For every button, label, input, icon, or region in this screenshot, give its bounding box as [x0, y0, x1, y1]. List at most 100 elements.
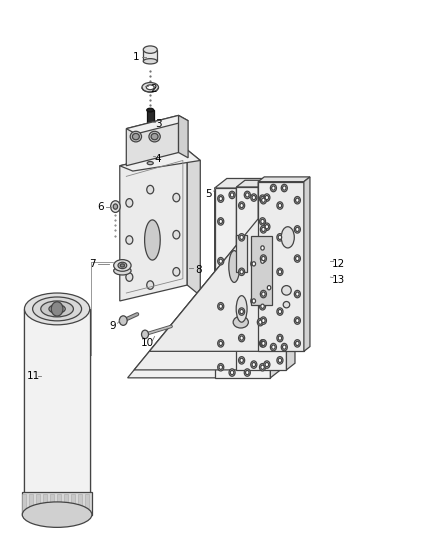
Ellipse shape	[147, 108, 154, 112]
Circle shape	[240, 336, 244, 340]
Text: 3: 3	[155, 119, 161, 130]
Circle shape	[239, 357, 245, 364]
Circle shape	[277, 334, 283, 342]
Circle shape	[252, 196, 255, 200]
Circle shape	[270, 184, 276, 192]
Circle shape	[294, 197, 300, 204]
Circle shape	[239, 334, 245, 342]
Text: 5: 5	[205, 189, 212, 199]
Circle shape	[240, 235, 244, 239]
Circle shape	[240, 358, 244, 362]
Ellipse shape	[25, 293, 90, 325]
Circle shape	[265, 362, 268, 367]
Circle shape	[229, 191, 235, 199]
Circle shape	[264, 194, 270, 201]
Circle shape	[265, 224, 268, 229]
Circle shape	[296, 198, 299, 203]
Circle shape	[173, 193, 180, 202]
Polygon shape	[57, 495, 61, 515]
Circle shape	[277, 202, 283, 209]
Circle shape	[51, 302, 63, 316]
Circle shape	[259, 217, 265, 225]
Circle shape	[294, 340, 300, 347]
Circle shape	[281, 184, 287, 192]
Polygon shape	[215, 179, 283, 188]
Circle shape	[261, 197, 264, 201]
Circle shape	[261, 365, 264, 369]
Circle shape	[261, 341, 265, 345]
Text: 8: 8	[195, 265, 201, 275]
Ellipse shape	[49, 304, 65, 313]
Ellipse shape	[236, 296, 247, 322]
Circle shape	[261, 318, 265, 322]
Circle shape	[278, 270, 282, 274]
Circle shape	[119, 316, 127, 325]
Circle shape	[246, 370, 249, 375]
Ellipse shape	[22, 502, 92, 527]
Circle shape	[258, 320, 262, 324]
Circle shape	[260, 225, 266, 233]
Circle shape	[296, 227, 299, 231]
Circle shape	[239, 233, 245, 241]
Circle shape	[141, 330, 148, 338]
Polygon shape	[143, 50, 157, 61]
Polygon shape	[237, 180, 295, 187]
Circle shape	[113, 204, 117, 209]
Circle shape	[270, 343, 276, 351]
Text: 11: 11	[27, 372, 40, 381]
Circle shape	[261, 341, 264, 345]
Ellipse shape	[114, 260, 131, 271]
Polygon shape	[36, 495, 40, 515]
Circle shape	[294, 317, 300, 324]
Circle shape	[277, 357, 283, 364]
Ellipse shape	[229, 251, 240, 282]
Circle shape	[267, 286, 271, 290]
Circle shape	[278, 235, 282, 239]
Circle shape	[261, 304, 264, 309]
Polygon shape	[43, 495, 47, 515]
Ellipse shape	[151, 133, 158, 140]
Ellipse shape	[130, 131, 141, 142]
Polygon shape	[71, 495, 75, 515]
Polygon shape	[237, 187, 286, 370]
Polygon shape	[286, 180, 295, 370]
Text: 2: 2	[150, 84, 157, 94]
Circle shape	[219, 197, 223, 201]
Circle shape	[261, 198, 265, 203]
Ellipse shape	[149, 131, 160, 142]
Ellipse shape	[143, 46, 157, 53]
Circle shape	[277, 268, 283, 276]
Circle shape	[252, 262, 255, 266]
Polygon shape	[149, 182, 304, 351]
Circle shape	[219, 304, 223, 309]
Circle shape	[239, 202, 245, 209]
Polygon shape	[145, 220, 160, 260]
Text: 7: 7	[89, 259, 96, 269]
Polygon shape	[147, 110, 154, 133]
Circle shape	[272, 186, 275, 190]
Circle shape	[239, 268, 245, 276]
Circle shape	[126, 199, 133, 207]
Circle shape	[294, 290, 300, 298]
Ellipse shape	[32, 297, 81, 321]
Circle shape	[272, 345, 275, 349]
Circle shape	[260, 317, 266, 324]
Circle shape	[261, 292, 265, 296]
Circle shape	[251, 194, 257, 201]
Polygon shape	[127, 188, 270, 378]
Polygon shape	[29, 495, 33, 515]
Polygon shape	[187, 150, 200, 296]
Circle shape	[244, 369, 251, 376]
Circle shape	[261, 246, 264, 250]
Circle shape	[266, 284, 272, 292]
Ellipse shape	[233, 317, 248, 328]
Polygon shape	[85, 495, 89, 515]
Ellipse shape	[147, 149, 153, 153]
Circle shape	[111, 201, 120, 213]
Polygon shape	[258, 177, 310, 182]
Polygon shape	[147, 151, 153, 163]
Circle shape	[244, 191, 251, 199]
Circle shape	[277, 308, 283, 316]
Circle shape	[278, 204, 282, 208]
Polygon shape	[25, 309, 90, 495]
